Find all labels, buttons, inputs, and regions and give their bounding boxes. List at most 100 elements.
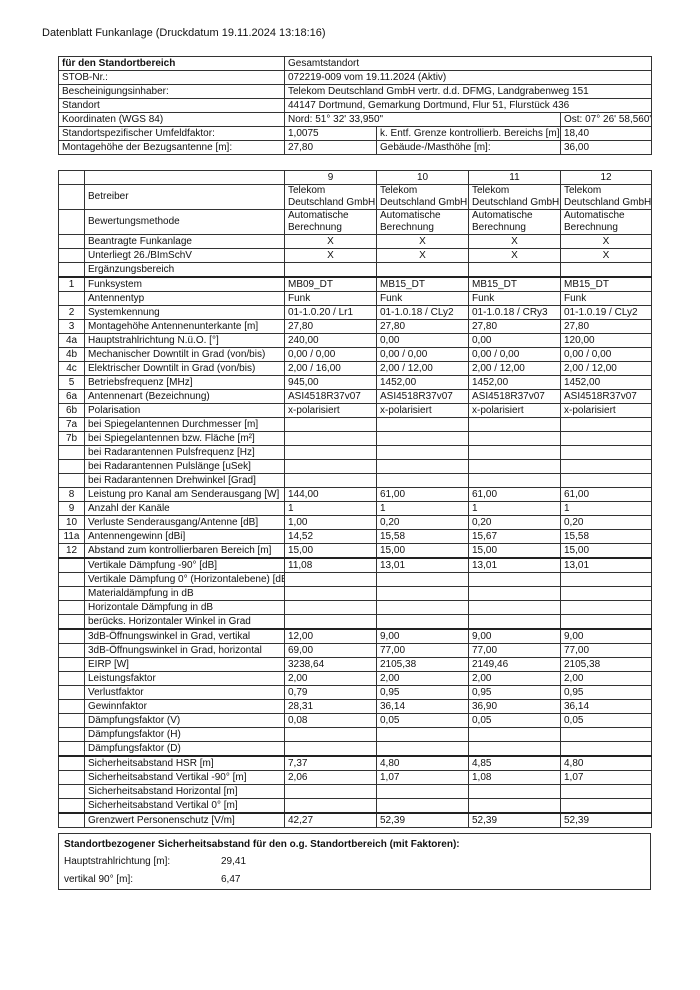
row-value — [468, 572, 561, 587]
row-value: Telekom Deutschland GmbH — [560, 184, 652, 210]
row-number: 4b — [58, 347, 85, 362]
row-value: 240,00 — [284, 333, 377, 348]
row-label: Betriebsfrequenz [MHz] — [84, 375, 285, 390]
row-value — [468, 798, 561, 814]
summary-vertical-value: 6,47 — [221, 874, 241, 885]
row-label: Gewinnfaktor — [84, 699, 285, 714]
site-area-value: Gesamtstandort — [283, 56, 653, 71]
boundary-distance-label: k. Entf. Grenze kontrollierb. Bereichs [… — [376, 126, 561, 141]
environment-factor-row: Standortspezifischer Umfeldfaktor: 1,007… — [58, 126, 653, 141]
row-value: 1452,00 — [560, 375, 652, 390]
summary-hsr-label: Hauptstrahlrichtung [m]: — [64, 856, 171, 867]
row-value: 27,80 — [560, 319, 652, 334]
row-value: X — [376, 248, 469, 263]
row-value — [468, 473, 561, 488]
row-value: 2105,38 — [560, 657, 652, 672]
table-row: 4b Mechanischer Downtilt in Grad (von/bis… — [58, 347, 652, 362]
row-value — [284, 572, 377, 587]
row-number — [58, 727, 85, 742]
row-value: 61,00 — [376, 487, 469, 502]
row-number — [58, 209, 85, 235]
row-value: 1 — [376, 501, 469, 516]
row-value: ASI4518R37v07 — [560, 389, 652, 404]
row-value: 2,06 — [284, 770, 377, 785]
row-value — [468, 459, 561, 474]
row-value: X — [284, 248, 377, 263]
row-value: 0,08 — [284, 713, 377, 728]
row-value: 15,00 — [468, 543, 561, 559]
row-value: 2,00 / 16,00 — [284, 361, 377, 376]
table-row: 7a bei Spiegelantennen Durchmesser [m] — [58, 417, 652, 432]
table-row: Gewinnfaktor 28,31 36,14 36,90 36,14 — [58, 699, 652, 714]
row-value: 13,01 — [560, 557, 652, 573]
row-number — [58, 699, 85, 714]
row-label: Elektrischer Downtilt in Grad (von/bis) — [84, 361, 285, 376]
row-label: Mechanischer Downtilt in Grad (von/bis) — [84, 347, 285, 362]
boundary-distance-value: 18,40 — [559, 126, 653, 141]
row-number — [58, 572, 85, 587]
row-value-line: Berechnung — [288, 222, 342, 233]
table-row: Grenzwert Personenschutz [V/m] 42,27 52,39… — [58, 812, 652, 828]
row-number — [58, 557, 85, 573]
row-label: bei Radarantennen Pulsfrequenz [Hz] — [84, 445, 285, 460]
row-value: 0,05 — [376, 713, 469, 728]
row-value: 15,00 — [376, 543, 469, 559]
row-value: 9,00 — [468, 628, 561, 644]
row-label: Dämpfungsfaktor (D) — [84, 741, 285, 757]
row-value-line: Deutschland GmbH — [380, 197, 468, 208]
table-row: 10 Verluste Senderausgang/Antenne [dB] 1,0… — [58, 515, 652, 530]
row-value: Funk — [376, 291, 469, 306]
row-label: Abstand zum kontrollierbaren Bereich [m] — [84, 543, 285, 559]
row-value — [284, 262, 377, 278]
table-row: 2 Systemkennung 01-1.0.20 / Lr1 01-1.0.18 /… — [58, 305, 652, 320]
row-value: 0,05 — [468, 713, 561, 728]
table-row: Verlustfaktor 0,79 0,95 0,95 0,95 — [58, 685, 652, 700]
row-label: Horizontale Dämpfung in dB — [84, 600, 285, 615]
row-value — [560, 262, 652, 278]
site-area-label: für den Standortbereich — [62, 57, 176, 69]
table-row: 11a Antennengewinn [dBi] 14,52 15,58 15,67 15… — [58, 529, 652, 544]
row-value: 27,80 — [376, 319, 469, 334]
table-row: 8 Leistung pro Kanal am Senderausgang [W]… — [58, 487, 652, 502]
header-empty-label — [84, 170, 285, 185]
row-value: x-polarisiert — [468, 403, 561, 418]
row-value — [376, 727, 469, 742]
mounting-height-label: Montagehöhe der Bezugsantenne [m]: — [58, 140, 285, 155]
row-label: Hauptstrahlrichtung N.ü.O. [°] — [84, 333, 285, 348]
table-row: 6b Polarisation x-polarisiert x-polarisiert… — [58, 403, 652, 418]
row-value: 0,00 / 0,00 — [468, 347, 561, 362]
header-empty-num — [58, 170, 85, 185]
row-number: 4c — [58, 361, 85, 376]
row-label: Leistungsfaktor — [84, 671, 285, 686]
table-row: Dämpfungsfaktor (V) 0,08 0,05 0,05 0,05 — [58, 713, 652, 728]
row-label: Antennenart (Bezeichnung) — [84, 389, 285, 404]
row-value-line: Telekom — [564, 185, 602, 197]
row-value — [468, 614, 561, 630]
row-value — [376, 600, 469, 615]
row-value: 77,00 — [468, 643, 561, 658]
row-value — [560, 798, 652, 814]
row-number: 12 — [58, 543, 85, 559]
building-height-label: Gebäude-/Masthöhe [m]: — [376, 140, 561, 155]
row-number: 6a — [58, 389, 85, 404]
row-label: Verluste Senderausgang/Antenne [dB] — [84, 515, 285, 530]
row-value — [468, 600, 561, 615]
row-label: Verlustfaktor — [84, 685, 285, 700]
row-value — [284, 586, 377, 601]
row-number — [58, 812, 85, 828]
row-value — [284, 459, 377, 474]
row-value — [560, 473, 652, 488]
row-value: x-polarisiert — [284, 403, 377, 418]
table-row: Sicherheitsabstand Vertikal 0° [m] — [58, 798, 652, 814]
row-number — [58, 445, 85, 460]
row-value — [560, 431, 652, 446]
row-value — [468, 741, 561, 757]
row-number: 6b — [58, 403, 85, 418]
row-label: Materialdämpfung in dB — [84, 586, 285, 601]
table-row: 3 Montagehöhe Antennenunterkante [m] 27,80… — [58, 319, 652, 334]
row-value: 1,08 — [468, 770, 561, 785]
row-value: 2,00 / 12,00 — [468, 361, 561, 376]
table-row: EIRP [W] 3238,64 2105,38 2149,46 2105,38 — [58, 657, 652, 672]
row-value: 120,00 — [560, 333, 652, 348]
row-number: 3 — [58, 319, 85, 334]
